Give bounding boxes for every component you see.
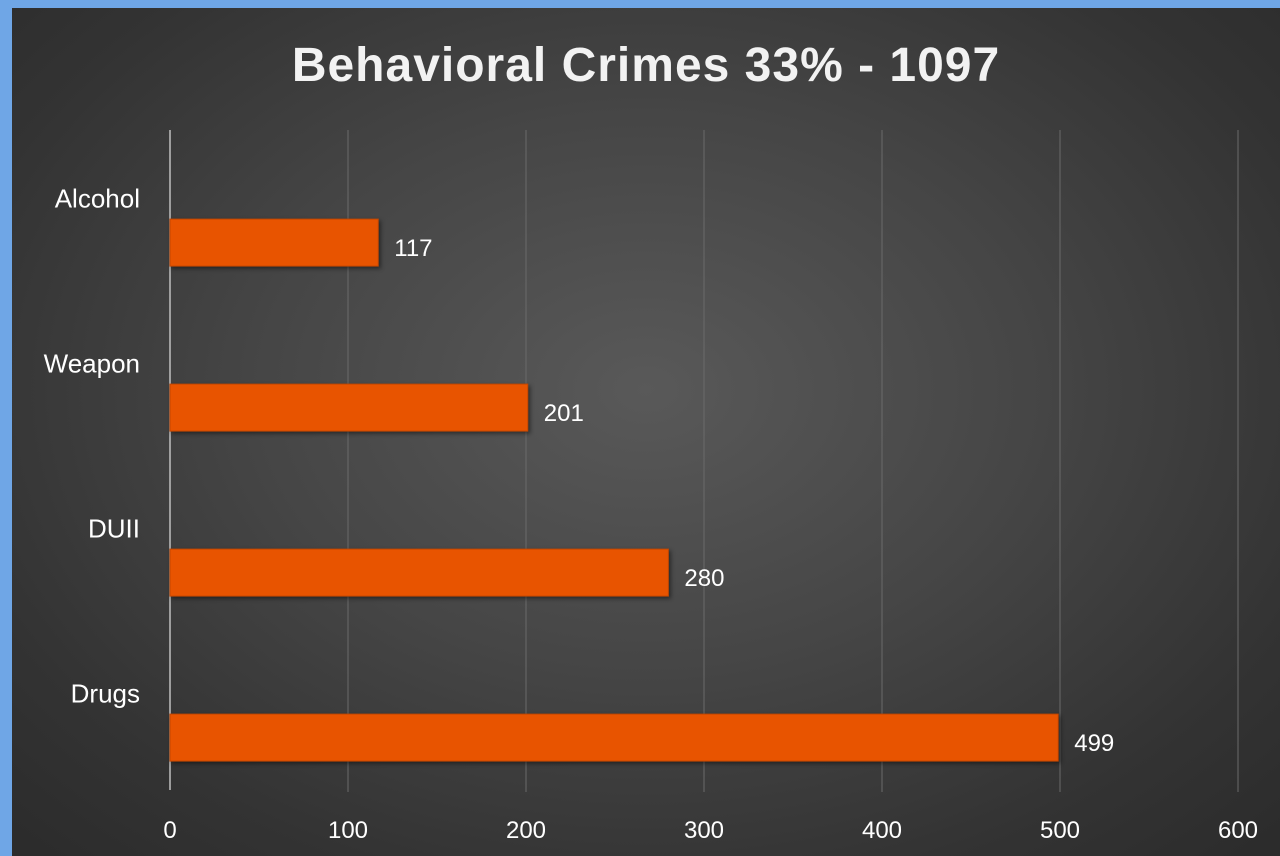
bar-drugs	[169, 713, 1059, 762]
data-label: 499	[1074, 730, 1114, 757]
x-tick-label: 100	[328, 817, 368, 844]
x-tick-label: 500	[1040, 817, 1080, 844]
category-label: Drugs	[71, 679, 140, 709]
bar-alcohol	[169, 218, 379, 267]
category-label: DUII	[88, 514, 140, 544]
x-tick-label: 0	[163, 817, 176, 844]
bar-duii	[169, 548, 669, 597]
category-label: Alcohol	[55, 184, 140, 214]
chart-title: Behavioral Crimes 33% - 1097	[291, 39, 1001, 92]
bar-layer	[169, 218, 1059, 762]
x-tick-label: 200	[506, 817, 546, 844]
label-layer: Alcohol 117 Weapon 201 DUII 280 Drugs 499	[44, 184, 1115, 757]
x-tick-label: 300	[684, 817, 724, 844]
category-label: Weapon	[44, 349, 140, 379]
data-label: 201	[544, 400, 584, 427]
tick-layer: 0 100 200 300 400 500 600	[163, 817, 1258, 844]
x-tick-label: 400	[862, 817, 902, 844]
x-tick-label: 600	[1218, 817, 1258, 844]
bar-weapon	[169, 383, 529, 432]
data-label: 280	[684, 565, 724, 592]
data-label: 117	[394, 235, 432, 262]
